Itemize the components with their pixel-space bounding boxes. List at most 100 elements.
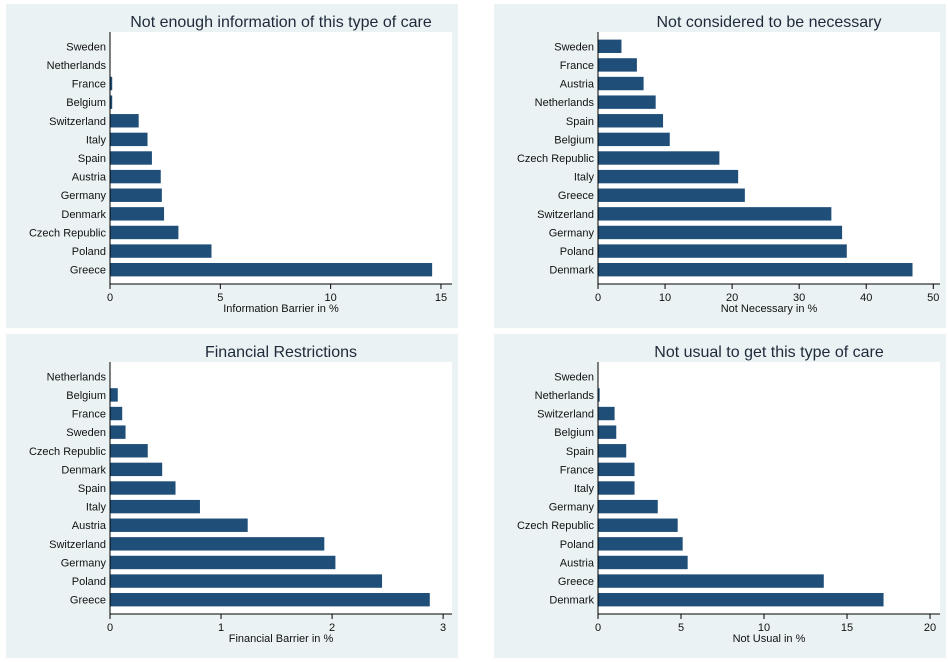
bar-netherlands <box>598 95 656 109</box>
category-label-czech-republic: Czech Republic <box>29 446 107 458</box>
bar-poland <box>598 244 847 258</box>
bar-belgium <box>598 132 670 147</box>
bar-germany <box>110 188 162 202</box>
bar-germany <box>598 499 658 514</box>
bar-poland <box>598 537 683 551</box>
category-label-poland: Poland <box>72 576 106 588</box>
bar-greece <box>598 188 745 202</box>
bar-greece <box>110 262 433 277</box>
category-label-netherlands: Netherlands <box>535 390 595 402</box>
bar-czech-republic <box>598 518 678 532</box>
category-label-denmark: Denmark <box>549 265 594 277</box>
category-label-austria: Austria <box>560 79 595 91</box>
category-label-poland: Poland <box>560 539 594 551</box>
x-tick-label: 3 <box>440 622 446 634</box>
category-label-denmark: Denmark <box>61 209 106 221</box>
category-label-france: France <box>560 60 594 72</box>
category-label-poland: Poland <box>72 246 106 258</box>
category-label-italy: Italy <box>574 172 595 184</box>
bar-france <box>598 462 635 477</box>
category-label-switzerland: Switzerland <box>537 209 594 221</box>
chart-title: Not usual to get this type of care <box>654 344 884 361</box>
chart-title: Not considered to be necessary <box>656 14 881 31</box>
category-label-netherlands: Netherlands <box>535 97 595 109</box>
chart-title: Not enough information of this type of c… <box>130 14 432 31</box>
category-label-belgium: Belgium <box>554 427 594 439</box>
chart-title: Financial Restrictions <box>205 344 357 361</box>
bar-italy <box>110 132 148 147</box>
category-label-belgium: Belgium <box>66 390 106 402</box>
x-tick-label: 0 <box>107 292 113 304</box>
x-tick-label: 5 <box>678 622 684 634</box>
x-tick-label: 10 <box>659 292 671 304</box>
x-axis-label: Not Necessary in % <box>721 303 818 315</box>
category-label-italy: Italy <box>574 483 595 495</box>
bar-belgium <box>110 95 113 109</box>
x-tick-label: 0 <box>595 622 601 634</box>
category-label-netherlands: Netherlands <box>47 60 107 72</box>
bar-czech-republic <box>598 151 720 165</box>
category-label-austria: Austria <box>72 520 107 532</box>
category-label-greece: Greece <box>70 595 106 607</box>
category-label-sweden: Sweden <box>66 41 106 53</box>
category-label-belgium: Belgium <box>66 97 106 109</box>
category-label-czech-republic: Czech Republic <box>517 520 595 532</box>
chart-panel-not-usual: Not usual to get this type of care Sweden… <box>494 334 946 658</box>
bar-greece <box>598 574 824 588</box>
category-label-sweden: Sweden <box>554 41 594 53</box>
chart-information-barrier: Not enough information of this type of c… <box>29 14 452 315</box>
x-tick-label: 2 <box>329 622 335 634</box>
category-label-switzerland: Switzerland <box>49 116 106 128</box>
bar-italy <box>598 481 635 495</box>
category-label-denmark: Denmark <box>549 595 594 607</box>
x-tick-label: 10 <box>758 622 770 634</box>
x-axis-label: Information Barrier in % <box>223 303 339 315</box>
category-label-spain: Spain <box>566 116 594 128</box>
category-label-france: France <box>72 79 106 91</box>
category-label-netherlands: Netherlands <box>47 371 107 383</box>
category-label-france: France <box>72 409 106 421</box>
x-axis-label: Financial Barrier in % <box>229 633 334 645</box>
category-label-france: France <box>560 464 594 476</box>
chart-panel-financial-barrier: Financial Restrictions Netherlands Belgium… <box>6 334 458 658</box>
category-label-germany: Germany <box>549 227 595 239</box>
category-label-spain: Spain <box>78 483 106 495</box>
category-label-italy: Italy <box>86 134 107 146</box>
chart-not-usual: Not usual to get this type of care Sweden… <box>517 344 940 645</box>
chart-not-necessary: Not considered to be necessary Sweden Fran… <box>517 14 940 315</box>
category-label-sweden: Sweden <box>66 427 106 439</box>
bar-france <box>598 58 637 72</box>
bar-france <box>110 406 123 421</box>
bar-belgium <box>110 388 118 402</box>
category-label-germany: Germany <box>549 502 595 514</box>
chart-financial-barrier: Financial Restrictions Netherlands Belgium… <box>29 344 452 645</box>
category-label-poland: Poland <box>560 246 594 258</box>
x-tick-label: 15 <box>841 622 853 634</box>
bar-sweden <box>598 39 622 54</box>
bar-italy <box>110 499 200 514</box>
chart-panel-information-barrier: Not enough information of this type of c… <box>6 4 458 328</box>
plot-area <box>598 362 940 614</box>
category-label-italy: Italy <box>86 502 107 514</box>
category-label-austria: Austria <box>560 557 595 569</box>
bar-france <box>110 76 113 91</box>
plot-area <box>110 32 452 284</box>
bar-switzerland <box>110 114 139 128</box>
bar-austria <box>110 518 248 532</box>
bar-greece <box>110 592 430 607</box>
bar-germany <box>598 225 843 240</box>
bar-denmark <box>598 592 884 607</box>
bar-switzerland <box>598 207 832 221</box>
bar-italy <box>598 169 739 184</box>
category-label-czech-republic: Czech Republic <box>29 227 107 239</box>
bar-austria <box>598 555 688 570</box>
category-label-czech-republic: Czech Republic <box>517 153 595 165</box>
chart-panel-not-necessary: Not considered to be necessary Sweden Fran… <box>494 4 946 328</box>
bar-austria <box>598 76 644 91</box>
bar-denmark <box>598 262 913 277</box>
category-label-greece: Greece <box>558 576 594 588</box>
x-tick-label: 0 <box>595 292 601 304</box>
bar-denmark <box>110 462 163 477</box>
bar-sweden <box>110 425 126 439</box>
category-label-denmark: Denmark <box>61 464 106 476</box>
